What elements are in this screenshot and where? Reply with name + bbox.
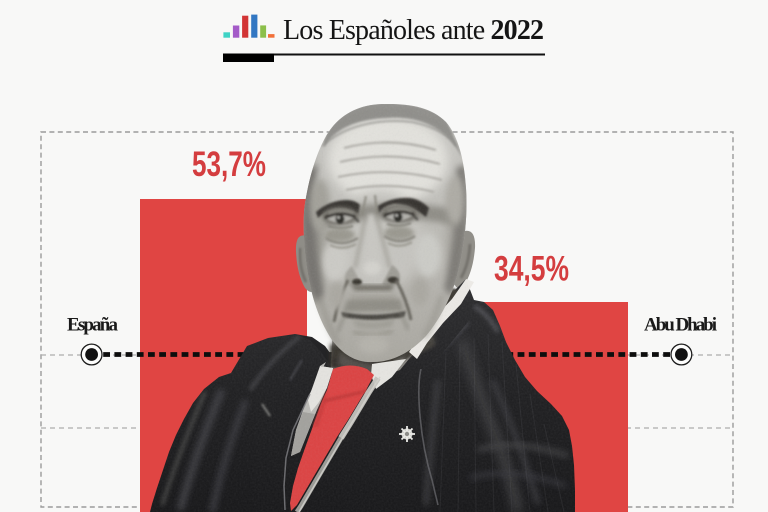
svg-text:34,5%: 34,5% — [494, 250, 569, 289]
svg-text:53,7%: 53,7% — [192, 145, 266, 184]
svg-text:Los Españoles ante 2022: Los Españoles ante 2022 — [283, 15, 544, 46]
svg-text:España: España — [67, 315, 119, 336]
svg-text:Abu Dhabi: Abu Dhabi — [644, 315, 717, 336]
